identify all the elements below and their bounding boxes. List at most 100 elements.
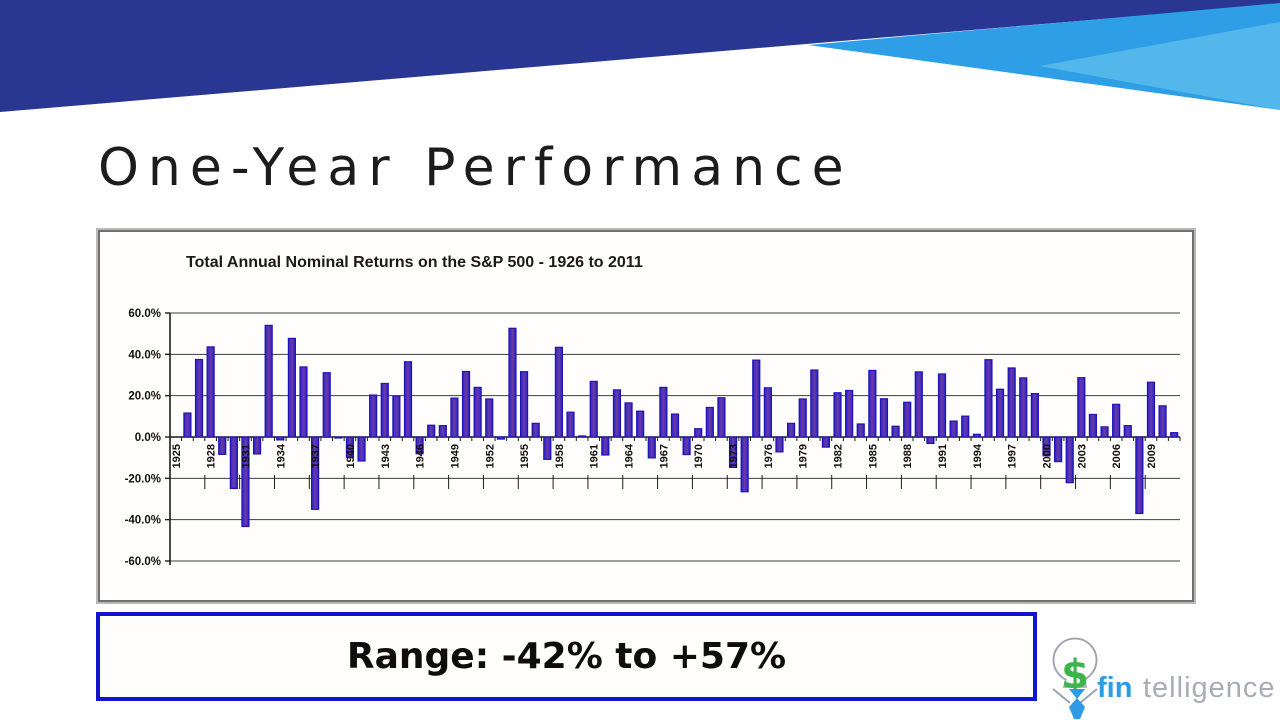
x-tick-label-1952: 1952 bbox=[484, 444, 496, 468]
bar-1940 bbox=[345, 436, 355, 458]
logo-text-fin: fin bbox=[1097, 672, 1132, 704]
bar-2004 bbox=[1088, 413, 1098, 438]
x-tick-label-1964: 1964 bbox=[624, 443, 636, 468]
bar-1980 bbox=[810, 369, 819, 438]
bar-1998 bbox=[1019, 377, 1028, 438]
bar-1942 bbox=[369, 394, 378, 438]
bar-1972 bbox=[717, 397, 726, 438]
tie-knot bbox=[1069, 689, 1085, 699]
bar-1994 bbox=[972, 433, 981, 438]
bar-1984 bbox=[856, 423, 865, 438]
bar-1952 bbox=[485, 398, 494, 438]
bar-1934 bbox=[276, 436, 285, 441]
x-tick-label-2009: 2009 bbox=[1146, 444, 1158, 468]
x-tick-label-1943: 1943 bbox=[380, 444, 392, 468]
bar-1986 bbox=[879, 398, 889, 438]
x-tick-label-1955: 1955 bbox=[519, 444, 531, 468]
bar-1931 bbox=[241, 436, 250, 528]
bar-1964 bbox=[624, 402, 633, 438]
bar-2010 bbox=[1158, 405, 1167, 438]
bar-2001 bbox=[1054, 436, 1063, 463]
bar-1967 bbox=[659, 386, 668, 438]
lightbulb-tie-icon: $ bbox=[1052, 637, 1098, 719]
bar-1982 bbox=[833, 392, 842, 438]
bar-1960 bbox=[578, 435, 587, 438]
x-tick-label-2000: 2000 bbox=[1041, 444, 1053, 468]
bar-1958 bbox=[554, 346, 564, 438]
x-tick-label-1997: 1997 bbox=[1007, 444, 1019, 468]
bar-2009 bbox=[1146, 381, 1156, 438]
x-tick-label-1937: 1937 bbox=[310, 444, 322, 468]
bar-1963 bbox=[612, 389, 622, 438]
bar-1989 bbox=[914, 371, 923, 438]
x-tick-label-1940: 1940 bbox=[345, 444, 357, 468]
bar-1930 bbox=[229, 436, 238, 490]
bar-1946 bbox=[415, 436, 424, 455]
bar-1976 bbox=[763, 387, 772, 438]
bar-1991 bbox=[937, 373, 947, 438]
bar-1999 bbox=[1030, 392, 1039, 438]
bar-1973 bbox=[728, 436, 738, 468]
y-tick-label-0: 0.0% bbox=[135, 432, 161, 444]
bar-1966 bbox=[647, 436, 656, 459]
page-title: One-Year Performance bbox=[98, 138, 853, 198]
bar-1932 bbox=[252, 436, 262, 455]
bar-2006 bbox=[1112, 403, 1121, 438]
bar-1975 bbox=[752, 359, 761, 438]
x-tick-label-1976: 1976 bbox=[763, 444, 775, 468]
plot-area: 60.0% 40.0% 20.0% 0.0% -20.0% -40.0% -60.0% 192… bbox=[125, 308, 1181, 568]
y-tick-label--40: -40.0% bbox=[125, 515, 161, 527]
bar-1971 bbox=[705, 406, 714, 438]
bar-1974 bbox=[740, 436, 749, 493]
range-callout-box: Range: -42% to +57% bbox=[96, 612, 1037, 701]
bar-2007 bbox=[1123, 425, 1132, 438]
bar-1961 bbox=[589, 380, 598, 438]
x-tick-label-1958: 1958 bbox=[554, 444, 566, 468]
banner-navy-shape bbox=[0, 0, 1280, 112]
returns-bar-chart: Total Annual Nominal Returns on the S&P … bbox=[125, 254, 1181, 568]
range-text: Range: -42% to +57% bbox=[346, 636, 787, 677]
bar-1951 bbox=[473, 386, 482, 438]
bar-1970 bbox=[694, 428, 703, 438]
y-tick-label-40: 40.0% bbox=[128, 349, 161, 361]
x-tick-label-2006: 2006 bbox=[1111, 444, 1123, 468]
bar-1944 bbox=[392, 395, 401, 438]
bar-1968 bbox=[670, 413, 680, 438]
bar-2000 bbox=[1042, 436, 1051, 457]
bar-1929 bbox=[218, 436, 227, 455]
bar-1950 bbox=[461, 370, 471, 438]
bar-1979 bbox=[798, 398, 807, 438]
x-tick-label-1979: 1979 bbox=[798, 444, 810, 468]
bar-1969 bbox=[682, 436, 691, 456]
logo-text-telligence: telligence bbox=[1143, 672, 1276, 704]
bar-1983 bbox=[845, 389, 854, 438]
x-tick-label-1931: 1931 bbox=[240, 444, 252, 468]
x-tick-label-1949: 1949 bbox=[449, 444, 461, 468]
bar-1938 bbox=[322, 372, 331, 438]
tie-body bbox=[1069, 698, 1085, 719]
x-tick-label-1973: 1973 bbox=[728, 444, 740, 468]
bar-1978 bbox=[786, 422, 796, 438]
chart-frame: Total Annual Nominal Returns on the S&P … bbox=[96, 228, 1196, 604]
x-tick-label-1961: 1961 bbox=[589, 444, 601, 468]
bar-1962 bbox=[601, 436, 610, 456]
x-tick-label-1934: 1934 bbox=[275, 443, 287, 468]
bar-1981 bbox=[821, 436, 831, 448]
x-tick-label-1925: 1925 bbox=[171, 444, 183, 468]
chart-title: Total Annual Nominal Returns on the S&P … bbox=[186, 254, 643, 271]
bar-1997 bbox=[1007, 367, 1016, 438]
bar-1936 bbox=[299, 366, 308, 438]
bar-2002 bbox=[1065, 436, 1074, 484]
bar-1943 bbox=[380, 382, 389, 438]
bar-2008 bbox=[1135, 436, 1144, 515]
bar-1941 bbox=[357, 436, 366, 462]
bar-1948 bbox=[438, 425, 447, 438]
x-tick-label-1970: 1970 bbox=[693, 444, 705, 468]
y-tick-label-20: 20.0% bbox=[128, 391, 161, 403]
x-tick-label-2003: 2003 bbox=[1076, 444, 1088, 468]
bar-1992 bbox=[949, 420, 958, 438]
chart-inner: Total Annual Nominal Returns on the S&P … bbox=[98, 230, 1194, 602]
y-tick-label--20: -20.0% bbox=[125, 473, 161, 485]
bar-1990 bbox=[926, 436, 935, 445]
